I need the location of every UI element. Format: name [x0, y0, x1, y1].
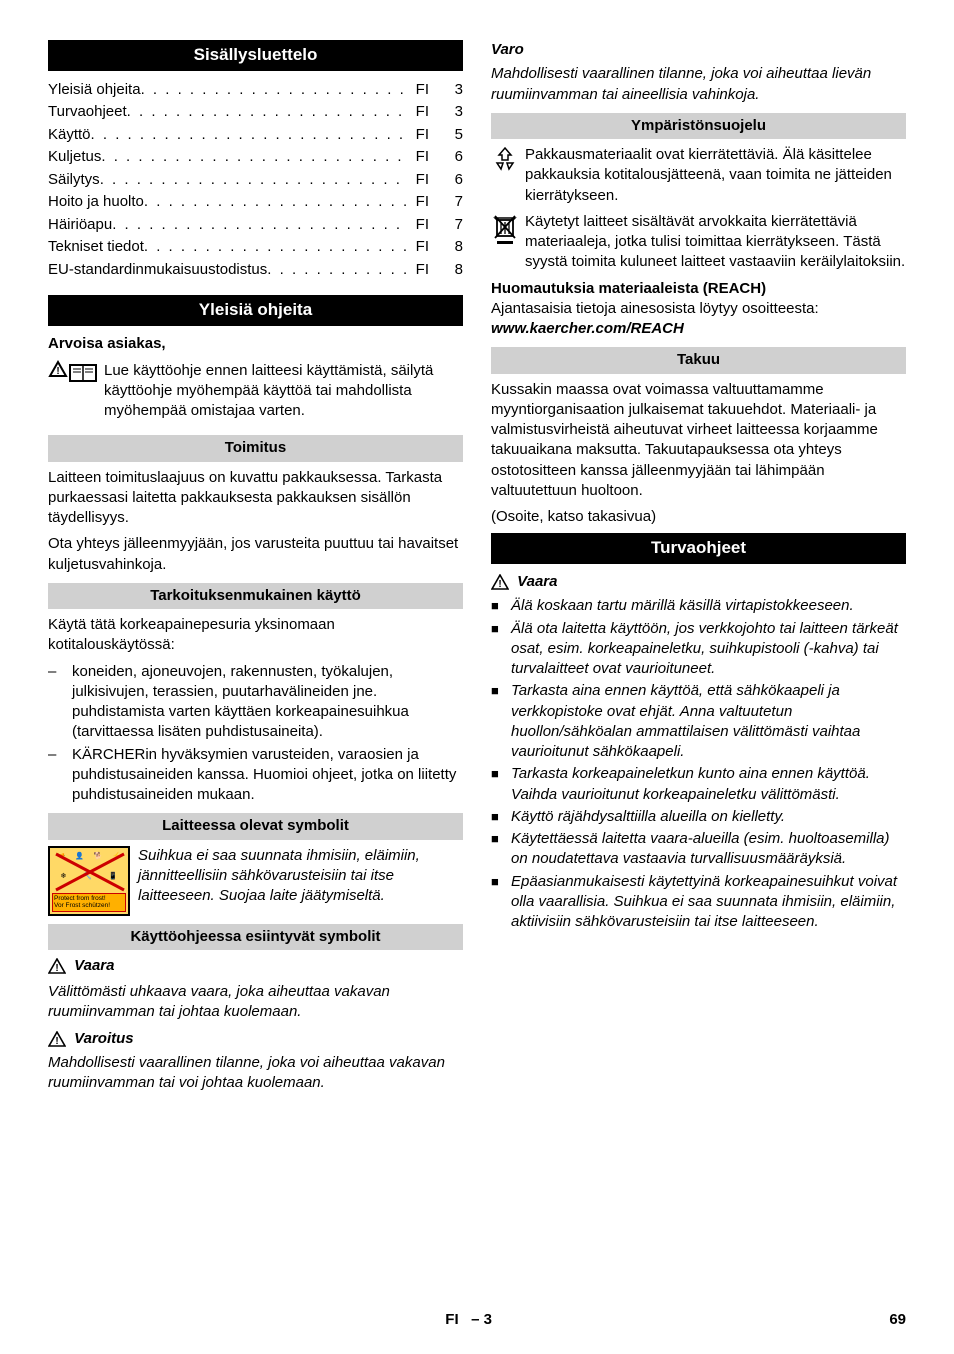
toc-lang: FI [408, 101, 441, 124]
list-item: ■Tarkasta korkeapaineletkun kunto aina e… [491, 764, 906, 805]
symbols-manual-header: Käyttöohjeessa esiintyvät symbolit [48, 924, 463, 950]
toc-label: Käyttö [48, 124, 91, 147]
toc-page: 6 [441, 169, 463, 192]
toc-row: Häiriöapu . . . . . . . . . . . . . . . … [48, 214, 463, 237]
danger-label: Vaara [74, 957, 114, 974]
warning-label: Varoitus [74, 1030, 133, 1047]
list-item: –koneiden, ajoneuvojen, rakennusten, työ… [48, 662, 463, 743]
warranty-header: Takuu [491, 347, 906, 373]
toc-list: Yleisiä ohjeita . . . . . . . . . . . . … [48, 79, 463, 282]
safety-list: ■Älä koskaan tartu märillä käsillä virta… [491, 596, 906, 932]
intended-intro: Käytä tätä korkeapainepesuria yksinomaan… [48, 615, 463, 656]
toc-page: 8 [441, 236, 463, 259]
toc-lang: FI [408, 236, 441, 259]
delivery-p2: Ota yhteys jälleenmyyjään, jos varusteit… [48, 534, 463, 575]
toc-label: Häiriöapu [48, 214, 112, 237]
caution-text: Mahdollisesti vaarallinen tilanne, joka … [491, 64, 906, 105]
intended-header: Tarkoituksenmukainen käyttö [48, 583, 463, 609]
toc-row: Hoito ja huolto . . . . . . . . . . . . … [48, 191, 463, 214]
toc-label: Kuljetus [48, 146, 101, 169]
toc-lang: FI [408, 146, 441, 169]
svg-text:!: ! [55, 963, 58, 974]
toc-page: 7 [441, 214, 463, 237]
toc-row: Tekniset tiedot . . . . . . . . . . . . … [48, 236, 463, 259]
toc-page: 8 [441, 259, 463, 282]
safety-danger-icon: ! [491, 574, 509, 590]
toc-label: Tekniset tiedot [48, 236, 144, 259]
list-item: ■Älä ota laitetta käyttöön, jos verkkojo… [491, 619, 906, 680]
toc-page: 3 [441, 79, 463, 102]
list-item: ■Epäasianmukaisesti käytettyinä korkeapa… [491, 872, 906, 933]
toc-page: 5 [441, 124, 463, 147]
toc-label: EU-standardinmukaisuustodistus [48, 259, 267, 282]
toc-page: 7 [441, 191, 463, 214]
recycle-icon [491, 145, 525, 206]
reach-url: www.kaercher.com/REACH [491, 319, 906, 339]
reach-title: Huomautuksia materiaaleista (REACH) [491, 279, 906, 299]
greeting: Arvoisa asiakas, [48, 334, 463, 354]
svg-text:!: ! [55, 1036, 58, 1047]
toc-row: Käyttö . . . . . . . . . . . . . . . . .… [48, 124, 463, 147]
warning-text: Mahdollisesti vaarallinen tilanne, joka … [48, 1053, 463, 1094]
env-p2: Käytetyt laitteet sisältävät arvokkaita … [525, 212, 906, 273]
toc-label: Turvaohjeet [48, 101, 127, 124]
intended-list: –koneiden, ajoneuvojen, rakennusten, työ… [48, 662, 463, 806]
danger-icon: ! [48, 958, 66, 974]
list-item: ■Käyttö räjähdysalttiilla alueilla on ki… [491, 807, 906, 827]
warning-icon: ! [48, 1031, 66, 1047]
warranty-p2: (Osoite, katso takasivua) [491, 507, 906, 527]
env-p1: Pakkausmateriaalit ovat kierrätettäviä. … [525, 145, 906, 206]
delivery-p1: Laitteen toimituslaajuus on kuvattu pakk… [48, 468, 463, 529]
list-item: ■Älä koskaan tartu märillä käsillä virta… [491, 596, 906, 616]
caution-label: Varo [491, 40, 906, 60]
toc-row: Yleisiä ohjeita . . . . . . . . . . . . … [48, 79, 463, 102]
toc-lang: FI [408, 124, 441, 147]
toc-row: Turvaohjeet . . . . . . . . . . . . . . … [48, 101, 463, 124]
list-item: ■Käytettäessä laitetta vaara-alueilla (e… [491, 829, 906, 870]
general-header: Yleisiä ohjeita [48, 295, 463, 326]
toc-lang: FI [408, 79, 441, 102]
toc-label: Yleisiä ohjeita [48, 79, 141, 102]
toc-page: 6 [441, 146, 463, 169]
safety-header: Turvaohjeet [491, 533, 906, 564]
safety-danger-label: Vaara [517, 573, 557, 590]
toc-lang: FI [408, 191, 441, 214]
footer-page: 69 [889, 1310, 906, 1330]
delivery-header: Toimitus [48, 435, 463, 461]
reach-text: Ajantasaisia tietoja ainesosista löytyy … [491, 299, 906, 319]
toc-label: Säilytys [48, 169, 100, 192]
weee-icon [491, 212, 525, 273]
toc-label: Hoito ja huolto [48, 191, 144, 214]
toc-row: Säilytys . . . . . . . . . . . . . . . .… [48, 169, 463, 192]
toc-lang: FI [408, 259, 441, 282]
toc-lang: FI [408, 214, 441, 237]
toc-lang: FI [408, 169, 441, 192]
intro-text: Lue käyttöohje ennen laitteesi käyttämis… [104, 361, 463, 422]
symbols-device-text: Suihkua ei saa suunnata ihmisiin, eläimi… [138, 846, 463, 916]
warning-read-icon: ! [48, 357, 100, 428]
danger-text: Välittömästi uhkaava vaara, joka aiheutt… [48, 982, 463, 1023]
list-item: –KÄRCHERin hyväksymien varusteiden, vara… [48, 745, 463, 806]
toc-header: Sisällysluettelo [48, 40, 463, 71]
toc-page: 3 [441, 101, 463, 124]
list-item: ■Tarkasta aina ennen käyttöä, että sähkö… [491, 681, 906, 762]
warranty-p1: Kussakin maassa ovat voimassa valtuuttam… [491, 380, 906, 502]
svg-text:!: ! [56, 366, 59, 377]
symbols-device-header: Laitteessa olevat symbolit [48, 813, 463, 839]
environment-header: Ympäristönsuojelu [491, 113, 906, 139]
svg-text:!: ! [498, 579, 501, 590]
footer-section: FI – 3 [445, 1310, 492, 1330]
toc-row: EU-standardinmukaisuustodistus . . . . .… [48, 259, 463, 282]
frost-warning-icon: 🔫👤🐕⚡ ❄🔧📱 Protect from frost! Vor Frost s… [48, 846, 130, 916]
toc-row: Kuljetus . . . . . . . . . . . . . . . .… [48, 146, 463, 169]
